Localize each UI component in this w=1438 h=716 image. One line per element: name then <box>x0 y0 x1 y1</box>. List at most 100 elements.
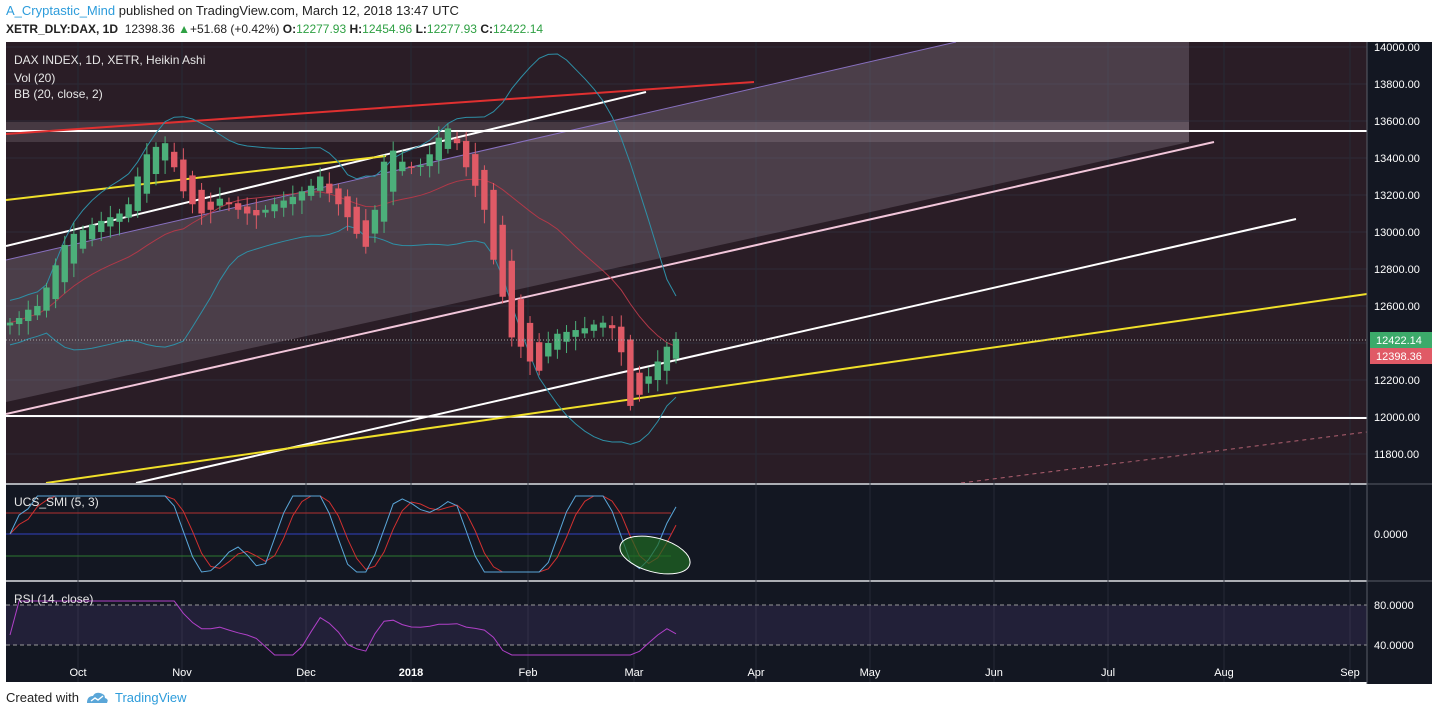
candle-body <box>572 330 579 337</box>
candle-body <box>472 154 479 186</box>
candle-body <box>171 151 178 168</box>
candle-body <box>134 176 141 211</box>
candle-body <box>499 224 506 297</box>
candle-body <box>672 338 680 359</box>
open-value: 12277.93 <box>296 22 347 36</box>
tradingview-logo-icon[interactable] <box>85 691 109 705</box>
low-label: L: <box>415 22 427 36</box>
white-channel-line <box>135 218 1297 483</box>
candle-body <box>636 372 643 395</box>
price-axis[interactable]: 14000.00 13800.00 13600.00 13400.00 13200.00… <box>1374 42 1420 652</box>
candle-body <box>371 209 379 234</box>
candle-body <box>116 213 123 222</box>
candle-body <box>462 140 470 168</box>
candle-body <box>43 287 50 311</box>
price-tick-label: 13200.00 <box>1374 190 1420 202</box>
candle-body <box>563 331 570 342</box>
candle-body <box>262 209 269 213</box>
smi-panel <box>6 495 691 575</box>
candle-body <box>654 361 661 381</box>
candle-body <box>88 224 96 240</box>
high-value: 12454.96 <box>362 22 413 36</box>
price-tick-label: 13000.00 <box>1374 227 1420 239</box>
candle-body <box>554 333 561 350</box>
price-tick-label: 12000.00 <box>1374 412 1420 424</box>
close-value: 12422.14 <box>492 22 544 36</box>
chart-canvas[interactable]: DAX INDEX, 1D, XETR, Heikin Ashi Vol (20… <box>6 42 1432 684</box>
candle-body <box>590 324 598 331</box>
author-link[interactable]: A_Cryptastic_Mind <box>6 3 116 18</box>
time-axis[interactable]: Oct Nov Dec 2018 Feb Mar Apr May Jun Jul Aug Sep <box>69 667 1359 679</box>
time-tick-label: Aug <box>1214 667 1234 679</box>
time-tick-label: 2018 <box>399 667 423 679</box>
candle-body <box>435 137 442 161</box>
candle-body <box>608 325 616 329</box>
candle-body <box>125 204 132 218</box>
open-label: O: <box>282 22 297 36</box>
yellow-trendline-upper <box>6 155 387 201</box>
prev-price-badge <box>1370 348 1432 364</box>
candle-body <box>25 309 32 322</box>
price-change: +51.68 (+0.42%) <box>190 22 280 36</box>
time-tick-label: Nov <box>172 667 192 679</box>
candle-body <box>316 176 324 191</box>
time-tick-label: Dec <box>296 667 316 679</box>
candle-body <box>298 191 306 201</box>
candle-body <box>481 169 488 210</box>
candle-body <box>253 210 260 216</box>
main-overlays <box>6 42 1367 483</box>
main-legend-title: DAX INDEX, 1D, XETR, Heikin Ashi <box>14 53 205 67</box>
tradingview-link[interactable]: TradingView <box>114 690 187 705</box>
high-label: H: <box>349 22 363 36</box>
time-tick-label: Jul <box>1101 667 1115 679</box>
candle-body <box>627 339 634 406</box>
rsi-legend: RSI (14, close) <box>14 592 93 606</box>
red-trendline <box>6 81 755 135</box>
price-tick-label: 13600.00 <box>1374 116 1420 128</box>
price-tick-label: 13400.00 <box>1374 153 1420 165</box>
prev-price-badge-text: 12398.36 <box>1376 351 1422 363</box>
candle-body <box>399 161 406 172</box>
candle-body <box>581 328 588 334</box>
bollinger-lower <box>9 225 677 445</box>
candle-body <box>618 326 625 353</box>
last-price-badge <box>1370 332 1432 348</box>
time-tick-label: Mar <box>625 667 644 679</box>
candle-body <box>107 217 114 227</box>
candle-body <box>380 161 388 222</box>
last-price-badge-text: 12422.14 <box>1376 335 1422 347</box>
price-tick-label: 13800.00 <box>1374 79 1420 91</box>
candle-body <box>225 202 233 205</box>
candle-body <box>326 183 333 194</box>
candle-body <box>645 376 652 384</box>
low-value: 12277.93 <box>426 22 477 36</box>
candle-body <box>152 146 160 175</box>
candle-body <box>362 220 370 247</box>
candle-body <box>344 196 351 218</box>
bollinger-upper <box>9 53 677 301</box>
candle-body <box>289 196 297 205</box>
candle-body <box>353 206 360 234</box>
candle-body <box>61 244 68 283</box>
candle-body <box>15 318 23 325</box>
price-tick-label: 12600.00 <box>1374 301 1420 313</box>
candle-body <box>198 189 205 214</box>
up-arrow-icon: ▲ <box>178 22 190 36</box>
symbol-label: XETR_DLY:DAX, 1D <box>6 22 119 36</box>
price-tick-label: 11800.00 <box>1374 449 1419 461</box>
candle-body <box>180 159 187 192</box>
publish-info: A_Cryptastic_Mind published on TradingVi… <box>6 3 459 18</box>
candle-body <box>490 189 497 260</box>
channel-top-line <box>6 42 957 261</box>
rsi-band <box>6 605 1367 645</box>
rsi-panel <box>6 600 1367 656</box>
candle-body <box>216 198 224 206</box>
rsi-panel-bg <box>6 582 1367 682</box>
time-tick-label: Sep <box>1340 667 1360 679</box>
candle-body <box>98 220 105 233</box>
candle-body <box>189 175 196 205</box>
candle-body <box>52 265 59 300</box>
candle-body <box>34 306 41 316</box>
bb-legend: BB (20, close, 2) <box>14 87 103 101</box>
candle-body <box>244 206 251 214</box>
